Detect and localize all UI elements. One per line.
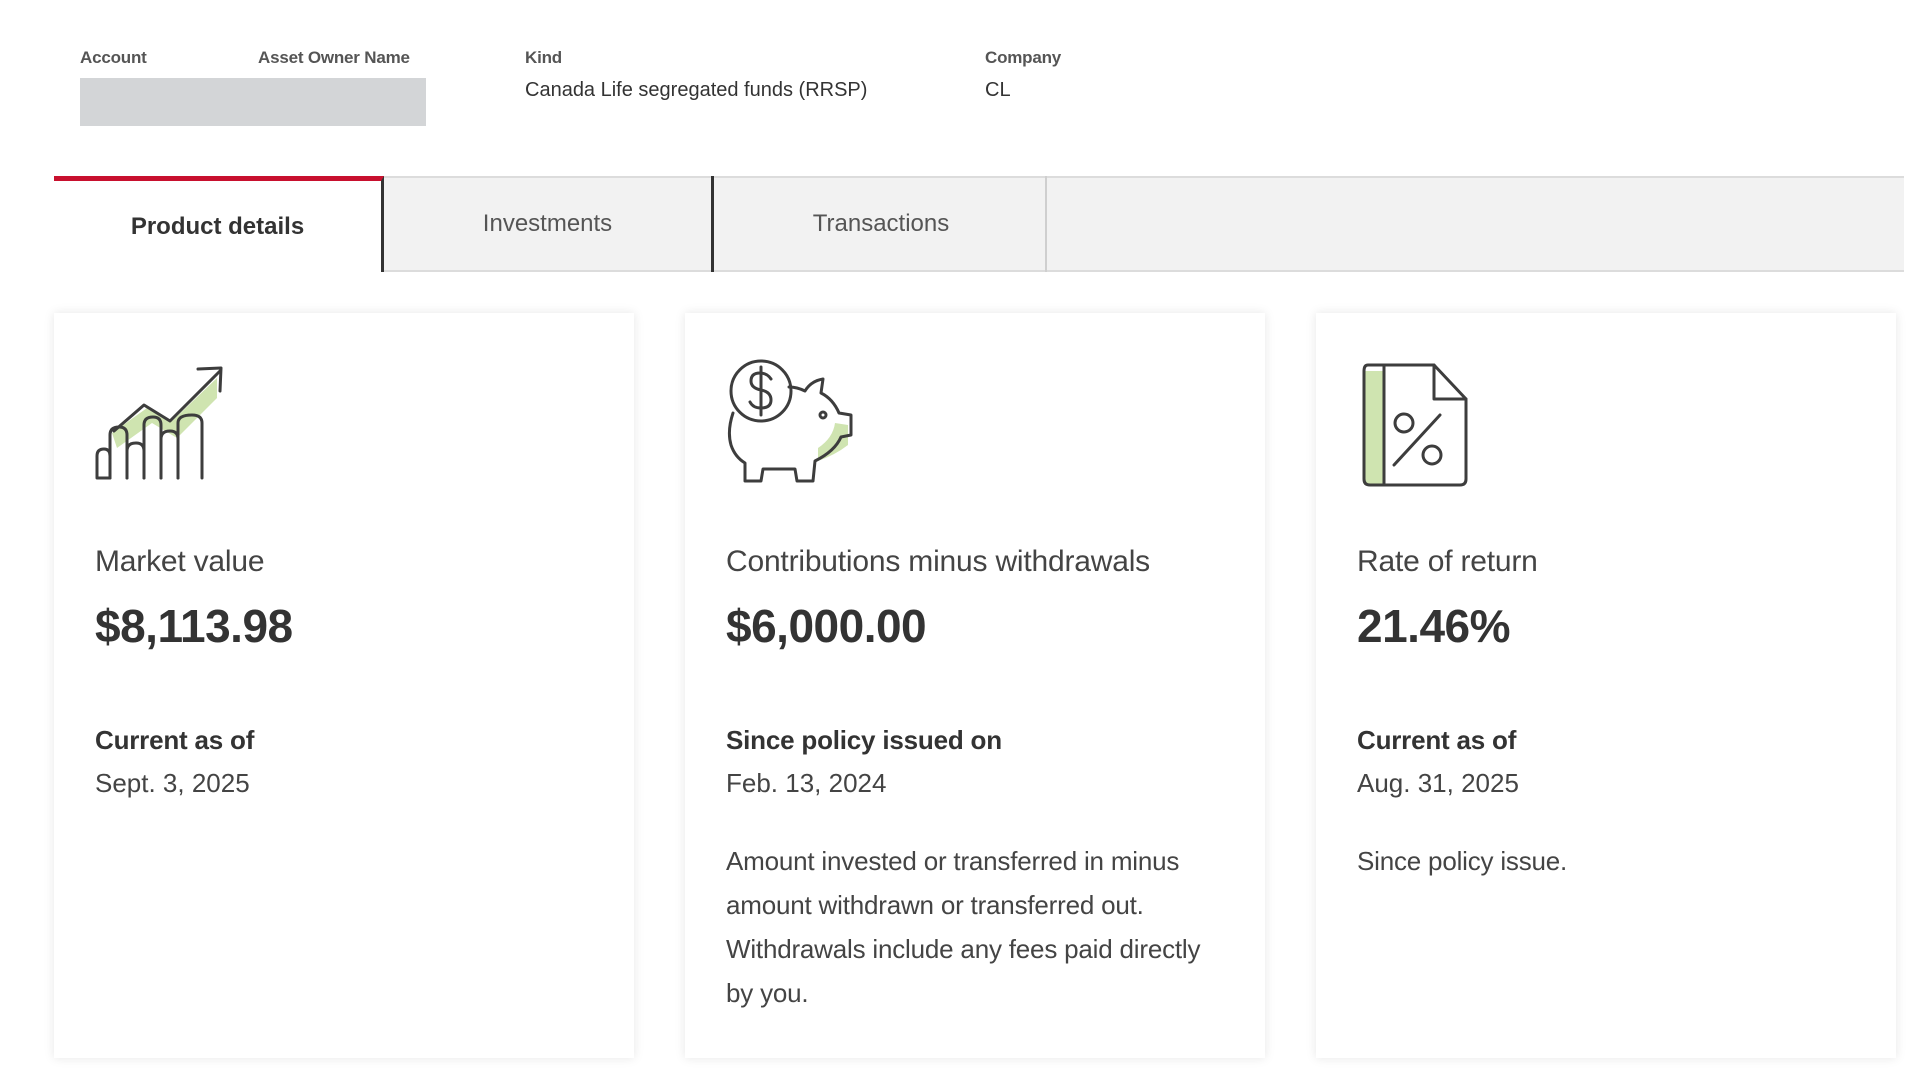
contributions-note: Amount invested or transferred in minus …: [726, 846, 1201, 1008]
market-value-amount: $8,113.98: [95, 600, 293, 652]
tab-transactions[interactable]: Transactions: [717, 176, 1047, 272]
rate-of-return-date: Aug. 31, 2025: [1357, 768, 1519, 798]
contributions-date: Feb. 13, 2024: [726, 768, 887, 798]
asset-owner-name-label: Asset Owner Name: [258, 48, 410, 67]
market-value-date: Sept. 3, 2025: [95, 768, 250, 798]
kind-label: Kind: [525, 48, 562, 67]
redacted-account-info: [80, 78, 426, 126]
contributions-amount: $6,000.00: [726, 600, 927, 652]
tab-investments[interactable]: Investments: [384, 176, 714, 272]
market-value-date-label: Current as of: [95, 725, 255, 755]
company-label: Company: [985, 48, 1062, 67]
rate-of-return-amount: 21.46%: [1357, 600, 1511, 652]
kind-value: Canada Life segregated funds (RRSP): [525, 79, 868, 101]
rate-of-return-card: Rate of return 21.46% Current as of Aug.…: [1316, 313, 1896, 1058]
percent-document-icon: [1354, 353, 1494, 493]
contributions-date-label: Since policy issued on: [726, 725, 1002, 755]
rate-of-return-title: Rate of return: [1357, 545, 1538, 578]
tab-product-details[interactable]: Product details: [54, 176, 384, 272]
tab-bar: Product details Investments Transactions: [54, 176, 1904, 272]
market-value-card: Market value $8,113.98 Current as of Sep…: [54, 313, 634, 1058]
company-value: CL: [985, 79, 1011, 101]
account-label: Account: [80, 48, 147, 67]
rate-of-return-note: Since policy issue.: [1357, 846, 1568, 876]
piggy-bank-dollar-icon: [723, 353, 863, 493]
market-value-title: Market value: [95, 545, 265, 578]
account-info-header: Account Asset Owner Name Kind Canada Lif…: [80, 48, 1880, 138]
contributions-title: Contributions minus withdrawals: [726, 545, 1150, 578]
rate-of-return-date-label: Current as of: [1357, 725, 1517, 755]
growth-chart-icon: [92, 353, 232, 493]
contributions-card: Contributions minus withdrawals $6,000.0…: [685, 313, 1265, 1058]
